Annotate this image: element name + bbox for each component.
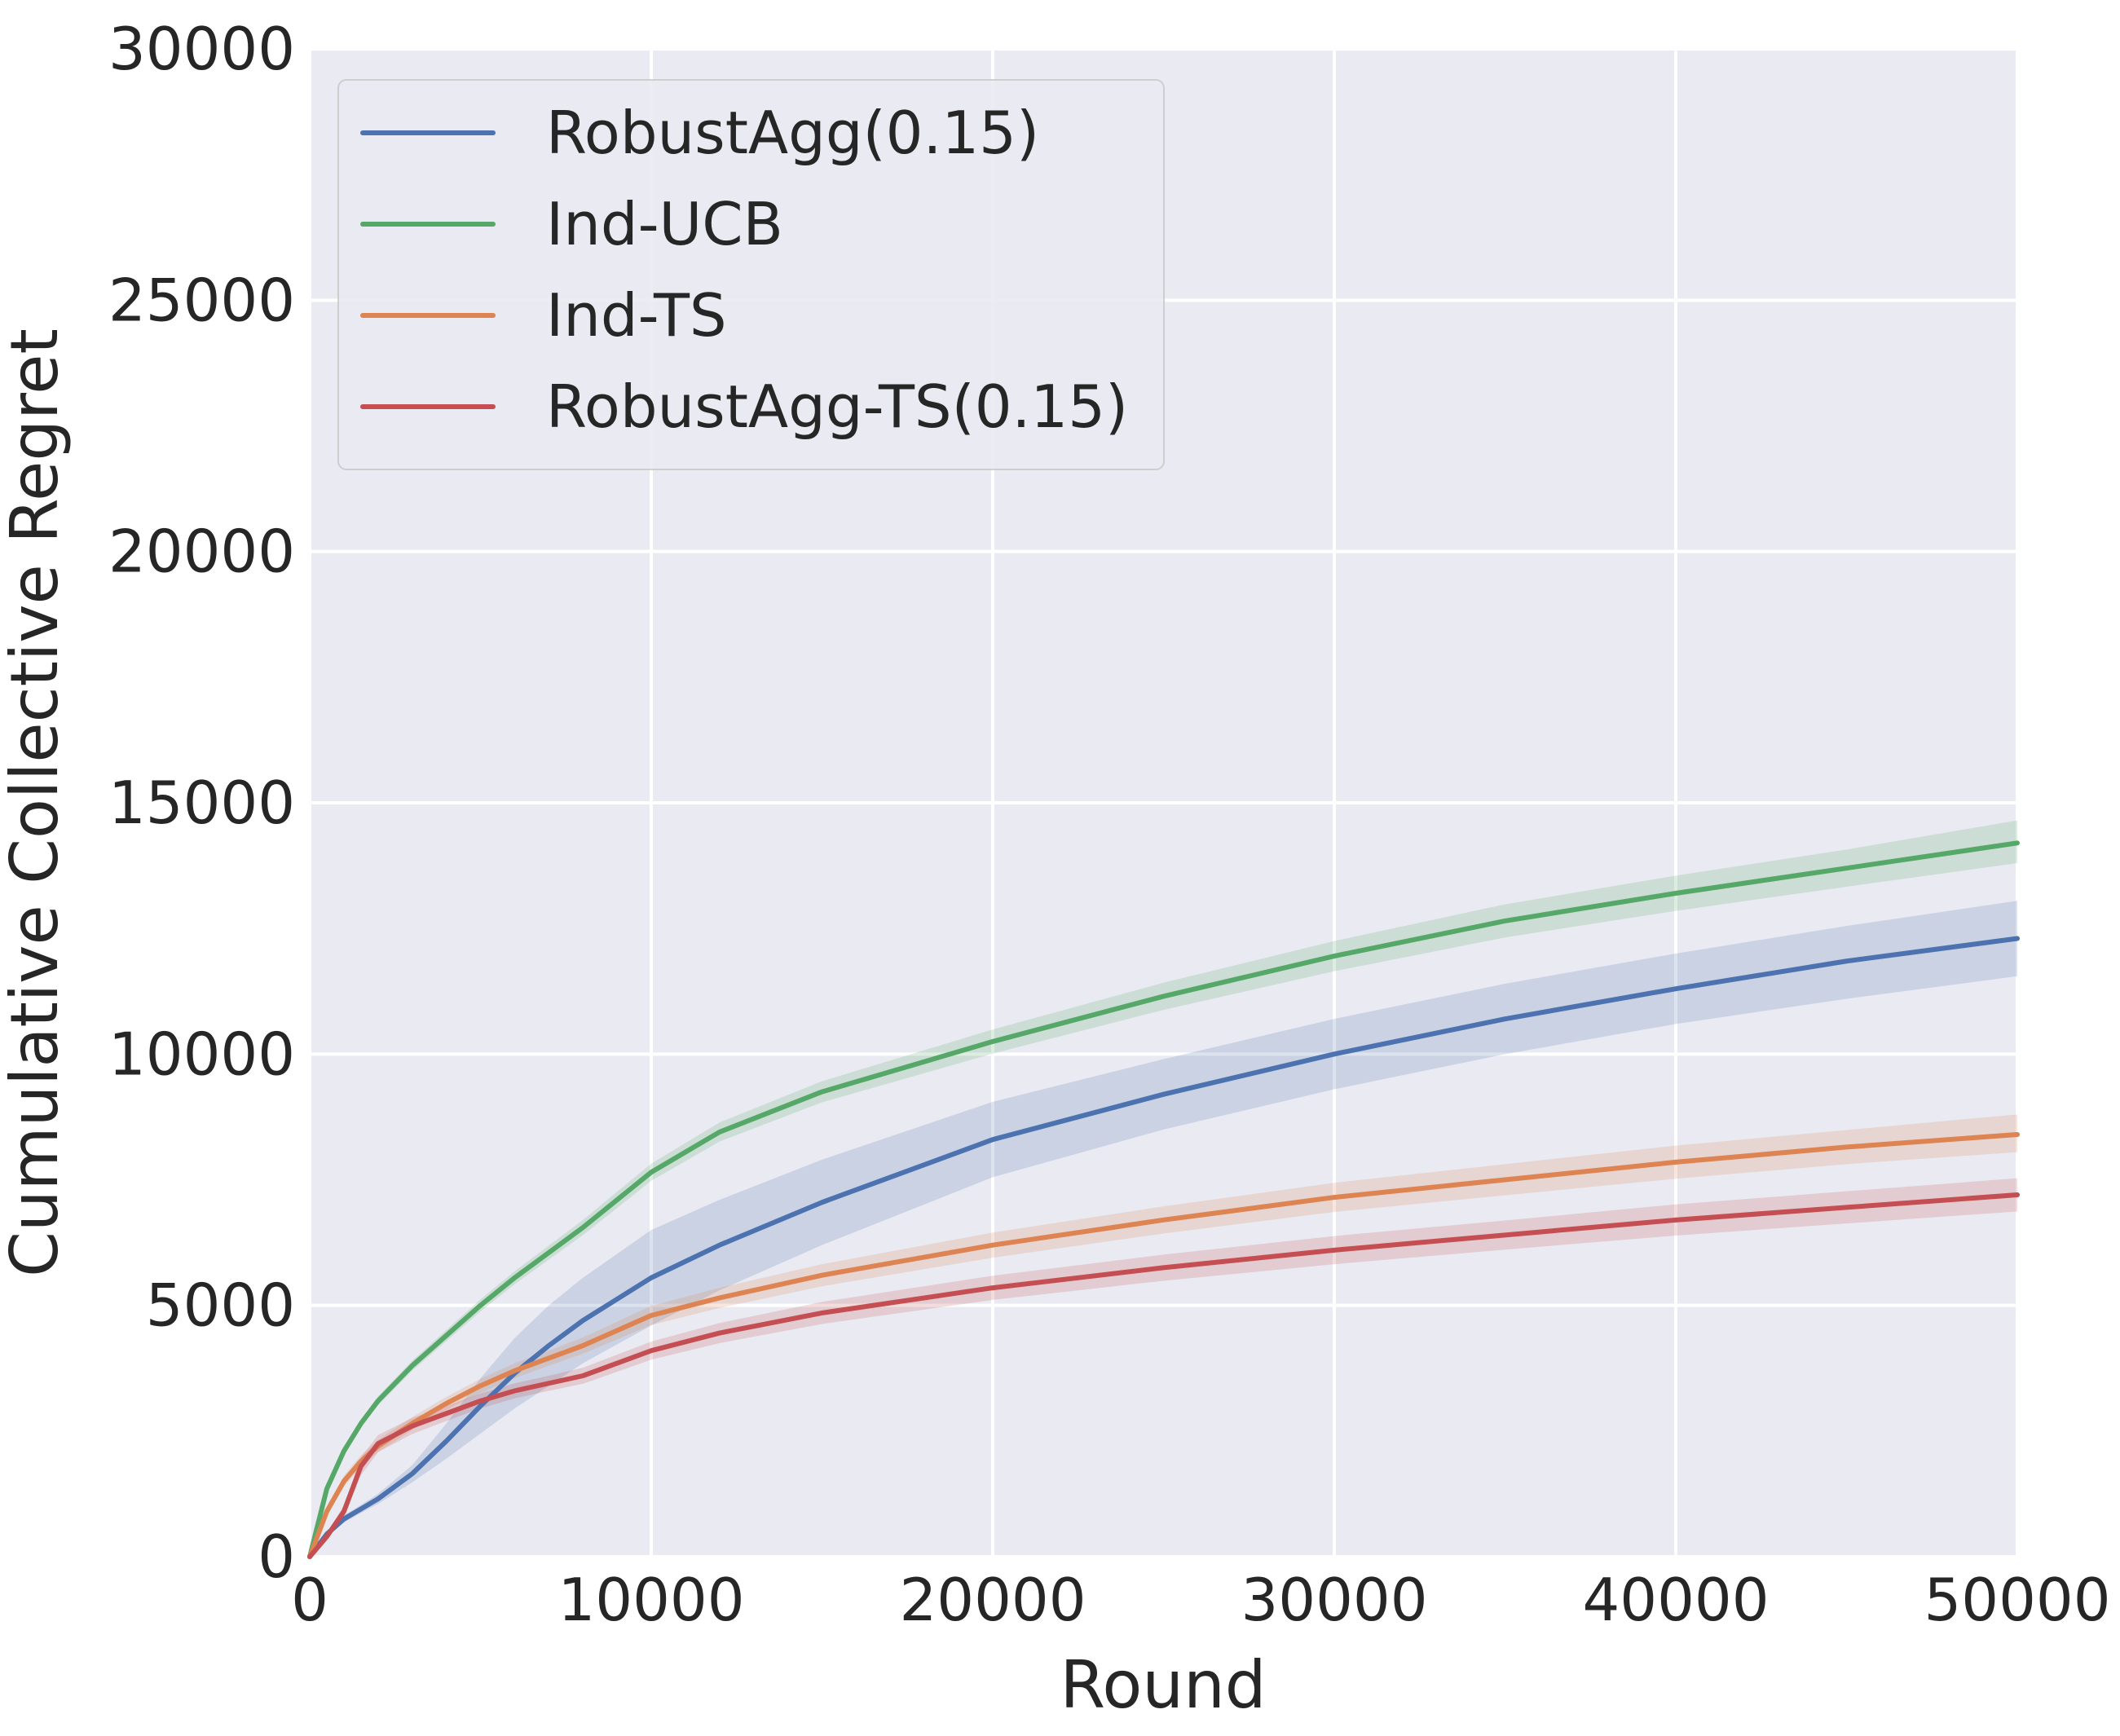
series-line-ind-ucb [307,840,2020,1559]
legend-label-robustagg-ts-0-15: RobustAgg-TS(0.15) [546,372,1128,441]
band-robustagg-ts-0-15 [310,1178,2017,1557]
x-tick-label: 30000 [1241,1566,1427,1634]
series-line-robustagg-ts-0-15 [307,1192,2020,1559]
y-axis-ticks: 0 5000 10000 15000 20000 25000 30000 [108,15,295,1591]
y-tick-label: 30000 [108,15,295,83]
series-line-robustagg-0-15 [307,936,2020,1559]
y-tick-label: 10000 [108,1020,295,1088]
legend-frame [337,79,1165,470]
series-lines [307,840,2020,1559]
x-tick-label: 50000 [1924,1566,2110,1634]
x-tick-label: 10000 [558,1566,744,1634]
y-tick-label: 25000 [108,266,295,334]
x-axis-title: Round [1060,1647,1266,1723]
x-axis-ticks: 0 10000 20000 30000 40000 50000 [291,1566,2110,1634]
y-tick-label: 0 [258,1522,295,1591]
legend-label-ind-ts: Ind-TS [546,281,727,350]
legend-label-robustagg-0-15: RobustAgg(0.15) [546,99,1039,167]
y-axis-title: Cumulative Collective Regret [0,328,73,1277]
x-tick-label: 0 [291,1566,328,1634]
y-tick-label: 5000 [146,1271,295,1340]
band-robustagg-0-15 [310,901,2017,1557]
y-tick-label: 20000 [108,518,295,586]
x-tick-label: 40000 [1582,1566,1769,1634]
x-tick-label: 20000 [899,1566,1086,1634]
legend: RobustAgg(0.15) Ind-UCB Ind-TS RobustAgg-TS… [337,79,1165,470]
band-ind-ts [310,1114,2017,1557]
legend-label-ind-ucb: Ind-UCB [546,190,783,258]
y-tick-label: 15000 [108,769,295,837]
confidence-bands [310,820,2017,1557]
